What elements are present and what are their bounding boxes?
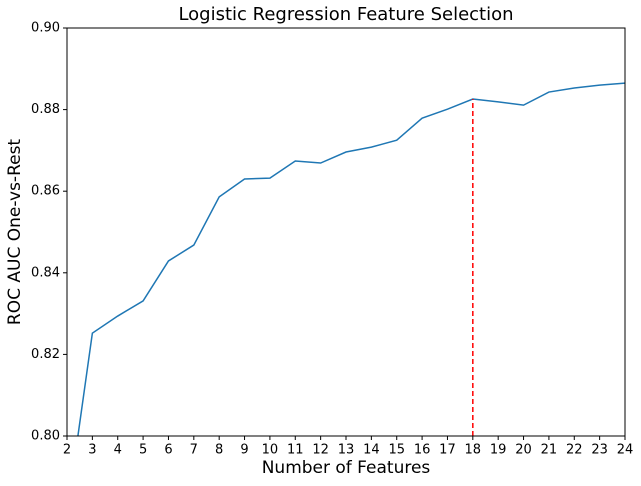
x-tick-label: 4 (114, 443, 122, 458)
y-tick-label: 0.88 (31, 102, 60, 117)
x-tick-label: 18 (465, 443, 482, 458)
x-tick-label: 17 (439, 443, 456, 458)
x-tick-label: 23 (591, 443, 608, 458)
x-tick-label: 2 (63, 443, 71, 458)
x-axis-label: Number of Features (262, 458, 431, 478)
y-tick-label: 0.80 (31, 429, 60, 444)
x-tick-label: 6 (164, 443, 172, 458)
x-tick-label: 19 (490, 443, 507, 458)
x-tick-label: 12 (312, 443, 329, 458)
y-tick-label: 0.82 (31, 347, 60, 362)
x-tick-label: 7 (190, 443, 198, 458)
data-line (77, 82, 625, 436)
x-tick-label: 22 (566, 443, 583, 458)
x-tick-label: 21 (541, 443, 558, 458)
chart-title: Logistic Regression Feature Selection (178, 4, 513, 25)
x-tick-label: 13 (338, 443, 355, 458)
y-tick-label: 0.90 (31, 21, 60, 36)
x-tick-label: 9 (240, 443, 248, 458)
x-tick-label: 14 (363, 443, 380, 458)
x-tick-label: 16 (414, 443, 431, 458)
x-tick-label: 15 (388, 443, 405, 458)
x-tick-label: 10 (262, 443, 279, 458)
x-tick-label: 5 (139, 443, 147, 458)
y-axis-label: ROC AUC One-vs-Rest (5, 139, 25, 326)
x-tick-label: 20 (515, 443, 532, 458)
x-tick-label: 11 (287, 443, 304, 458)
y-tick-label: 0.84 (31, 265, 60, 280)
plot-frame (66, 27, 626, 437)
x-tick-label: 8 (215, 443, 223, 458)
x-tick-label: 3 (88, 443, 96, 458)
x-tick-label: 24 (617, 443, 634, 458)
y-tick-label: 0.86 (31, 184, 60, 199)
